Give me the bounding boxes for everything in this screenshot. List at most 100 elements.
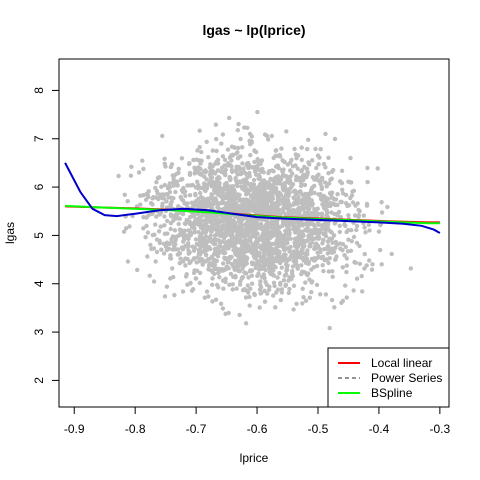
scatter-point: [242, 202, 247, 207]
scatter-point: [153, 222, 158, 227]
scatter-point: [295, 166, 300, 171]
scatter-point: [232, 267, 237, 272]
scatter-point: [193, 191, 198, 197]
scatter-point: [262, 264, 267, 269]
scatter-point: [327, 181, 332, 186]
scatter-point: [211, 259, 217, 265]
scatter-point: [274, 148, 279, 153]
scatter-point: [230, 282, 235, 287]
scatter-point: [217, 184, 222, 189]
scatter-point: [262, 288, 267, 293]
scatter-point: [209, 195, 214, 200]
scatter-point: [280, 169, 285, 175]
scatter-point: [186, 251, 191, 256]
scatter-point: [154, 249, 160, 255]
scatter-point: [326, 196, 331, 202]
scatter-point: [274, 207, 280, 212]
scatter-point: [182, 221, 188, 226]
scatter-point: [240, 145, 245, 150]
scatter-point: [213, 241, 218, 247]
scatter-point: [168, 256, 174, 261]
scatter-point: [198, 190, 203, 196]
scatter-point: [243, 295, 249, 300]
scatter-point: [153, 259, 158, 264]
scatter-point: [357, 261, 363, 266]
scatter-point: [172, 228, 178, 233]
scatter-point: [299, 263, 304, 268]
y-axis-label: lgas: [3, 222, 17, 244]
scatter-point: [351, 234, 357, 240]
scatter-point: [181, 198, 186, 203]
scatter-point: [312, 183, 317, 189]
scatter-point: [335, 192, 340, 197]
scatter-point: [361, 213, 366, 218]
scatter-point: [183, 263, 188, 268]
scatter-point: [158, 210, 164, 215]
scatter-point: [272, 283, 277, 289]
scatter-point: [275, 203, 280, 208]
scatter-point: [157, 175, 162, 180]
scatter-point: [408, 266, 413, 271]
scatter-point: [244, 176, 249, 181]
scatter-point: [178, 194, 183, 200]
scatter-point: [229, 262, 234, 267]
scatter-point: [234, 225, 240, 230]
scatter-point: [302, 182, 308, 188]
scatter-point: [354, 240, 360, 246]
scatter-point: [261, 170, 266, 175]
scatter-point: [301, 221, 307, 227]
scatter-point: [319, 255, 324, 261]
scatter-point: [185, 183, 190, 188]
scatter-point: [275, 233, 280, 239]
scatter-point: [200, 262, 205, 267]
scatter-point: [157, 240, 163, 246]
scatter-point: [152, 232, 157, 237]
scatter-point: [295, 266, 300, 271]
scatter-point: [238, 171, 243, 177]
scatter-point: [262, 247, 267, 252]
scatter-point: [141, 166, 146, 172]
scatter-point: [192, 165, 197, 170]
scatter-point: [287, 257, 292, 262]
scatter-point: [306, 260, 311, 265]
scatter-point: [327, 256, 332, 261]
scatter-point: [174, 171, 180, 176]
scatter-point: [284, 272, 289, 277]
scatter-point: [229, 218, 234, 223]
scatter-point: [289, 157, 294, 163]
scatter-point: [320, 202, 325, 207]
scatter-point: [143, 235, 148, 240]
scatter-point: [345, 249, 351, 254]
scatter-point: [331, 233, 337, 238]
scatter-point: [327, 325, 332, 331]
scatter-point: [324, 184, 329, 189]
scatter-point: [251, 231, 256, 236]
scatter-point: [168, 212, 173, 217]
scatter-point: [325, 203, 330, 209]
scatter-point: [186, 244, 191, 249]
scatter-point: [303, 280, 308, 285]
scatter-point: [320, 175, 325, 181]
scatter-point: [171, 218, 176, 223]
scatter-point: [346, 227, 351, 233]
scatter-point: [196, 199, 202, 204]
scatter-point: [235, 145, 241, 151]
scatter-point: [189, 222, 194, 227]
scatter-point: [314, 165, 319, 171]
scatter-point: [209, 184, 214, 189]
scatter-point: [195, 179, 200, 184]
scatter-point: [360, 289, 365, 294]
scatter-point: [245, 125, 250, 130]
scatter-point: [220, 306, 226, 311]
y-tick-label: 3: [32, 328, 46, 335]
scatter-point: [389, 251, 394, 257]
scatter-point: [166, 241, 171, 247]
scatter-point: [339, 168, 345, 173]
scatter-point: [165, 231, 170, 236]
scatter-point: [352, 213, 358, 218]
scatter-point: [256, 162, 262, 167]
scatter-point: [249, 194, 254, 199]
scatter-point: [329, 297, 335, 303]
scatter-point: [189, 200, 195, 205]
